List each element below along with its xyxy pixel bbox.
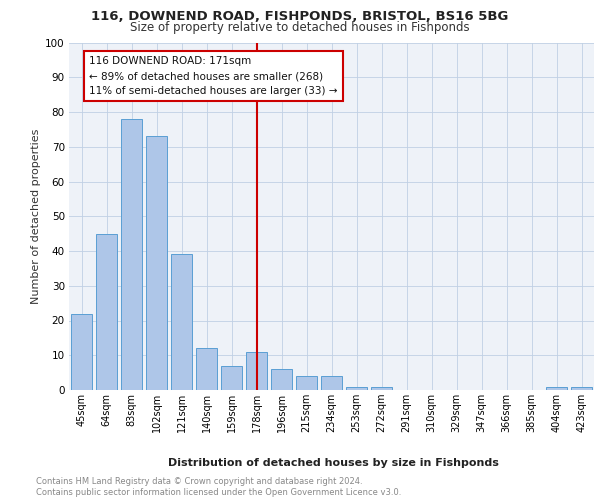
Bar — [221, 366, 242, 390]
Bar — [146, 136, 167, 390]
Bar — [121, 119, 142, 390]
Bar — [321, 376, 342, 390]
Text: Distribution of detached houses by size in Fishponds: Distribution of detached houses by size … — [167, 458, 499, 468]
Bar — [246, 352, 267, 390]
Bar — [571, 386, 592, 390]
Text: Size of property relative to detached houses in Fishponds: Size of property relative to detached ho… — [130, 21, 470, 34]
Bar — [196, 348, 217, 390]
Bar — [171, 254, 192, 390]
Bar — [71, 314, 92, 390]
Bar — [346, 386, 367, 390]
Bar — [96, 234, 117, 390]
Bar — [546, 386, 567, 390]
Bar — [371, 386, 392, 390]
Text: 116, DOWNEND ROAD, FISHPONDS, BRISTOL, BS16 5BG: 116, DOWNEND ROAD, FISHPONDS, BRISTOL, B… — [91, 10, 509, 23]
Bar — [296, 376, 317, 390]
Text: 116 DOWNEND ROAD: 171sqm
← 89% of detached houses are smaller (268)
11% of semi-: 116 DOWNEND ROAD: 171sqm ← 89% of detach… — [89, 56, 337, 96]
Y-axis label: Number of detached properties: Number of detached properties — [31, 128, 41, 304]
Text: Contains HM Land Registry data © Crown copyright and database right 2024.
Contai: Contains HM Land Registry data © Crown c… — [36, 478, 401, 497]
Bar — [271, 369, 292, 390]
